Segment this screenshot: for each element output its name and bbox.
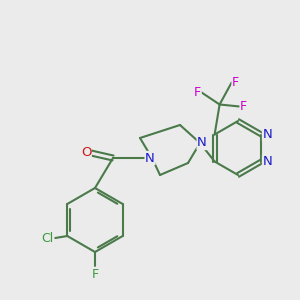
Text: O: O	[81, 146, 91, 160]
Text: F: F	[232, 76, 239, 89]
Text: F: F	[240, 100, 247, 113]
Text: N: N	[262, 128, 272, 141]
Text: N: N	[145, 152, 155, 164]
Text: Cl: Cl	[41, 232, 53, 244]
Text: N: N	[197, 136, 207, 149]
Text: N: N	[262, 155, 272, 168]
Text: F: F	[92, 268, 99, 281]
Text: F: F	[194, 86, 201, 99]
